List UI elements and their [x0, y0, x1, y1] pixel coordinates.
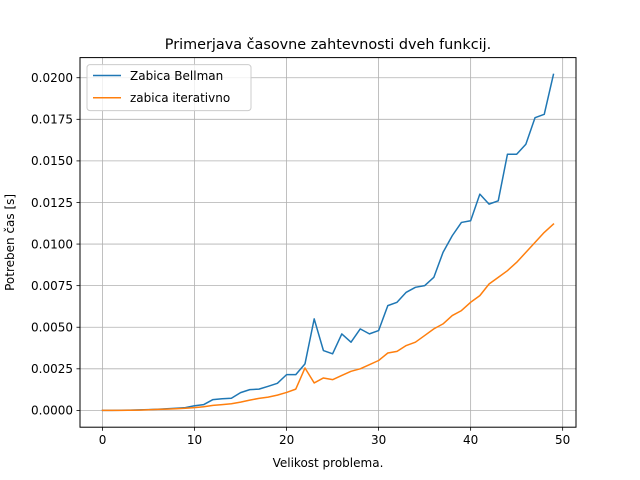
plot-frame — [79, 57, 577, 428]
legend: Zabica Bellman zabica iterativno — [86, 64, 252, 112]
x-tick-label: 0 — [99, 433, 107, 447]
x-tick-label: 30 — [371, 433, 386, 447]
y-tick-label: 0.0075 — [31, 279, 73, 293]
axis-ticks: 0 10 20 30 40 50 0.0000 0.0025 0.0050 0.0075 0.010… — [31, 71, 570, 447]
y-tick-label: 0.0200 — [31, 71, 73, 85]
x-tick-label: 40 — [463, 433, 478, 447]
y-tick-label: 0.0175 — [31, 113, 73, 127]
y-tick-label: 0.0050 — [31, 321, 73, 335]
x-tick-label: 50 — [555, 433, 570, 447]
y-tick-label: 0.0000 — [31, 404, 73, 418]
legend-label-iterativno: zabica iterativno — [130, 91, 230, 105]
chart-title: Primerjava časovne zahtevnosti dveh funk… — [165, 37, 491, 53]
y-tick-label: 0.0125 — [31, 196, 73, 210]
series-lines — [101, 73, 555, 412]
x-tick-label: 10 — [187, 433, 202, 447]
x-tick-label: 20 — [279, 433, 294, 447]
y-tick-label: 0.0150 — [31, 154, 73, 168]
series-line-iterativno — [101, 223, 555, 412]
y-tick-label: 0.0025 — [31, 362, 73, 376]
legend-label-bellman: Zabica Bellman — [130, 69, 223, 83]
y-axis-label: Potreben čas [s] — [3, 194, 17, 291]
y-tick-label: 0.0100 — [31, 237, 73, 251]
grid-lines — [80, 57, 576, 428]
x-axis-label: Velikost problema. — [273, 456, 384, 470]
legend-box — [86, 64, 252, 112]
